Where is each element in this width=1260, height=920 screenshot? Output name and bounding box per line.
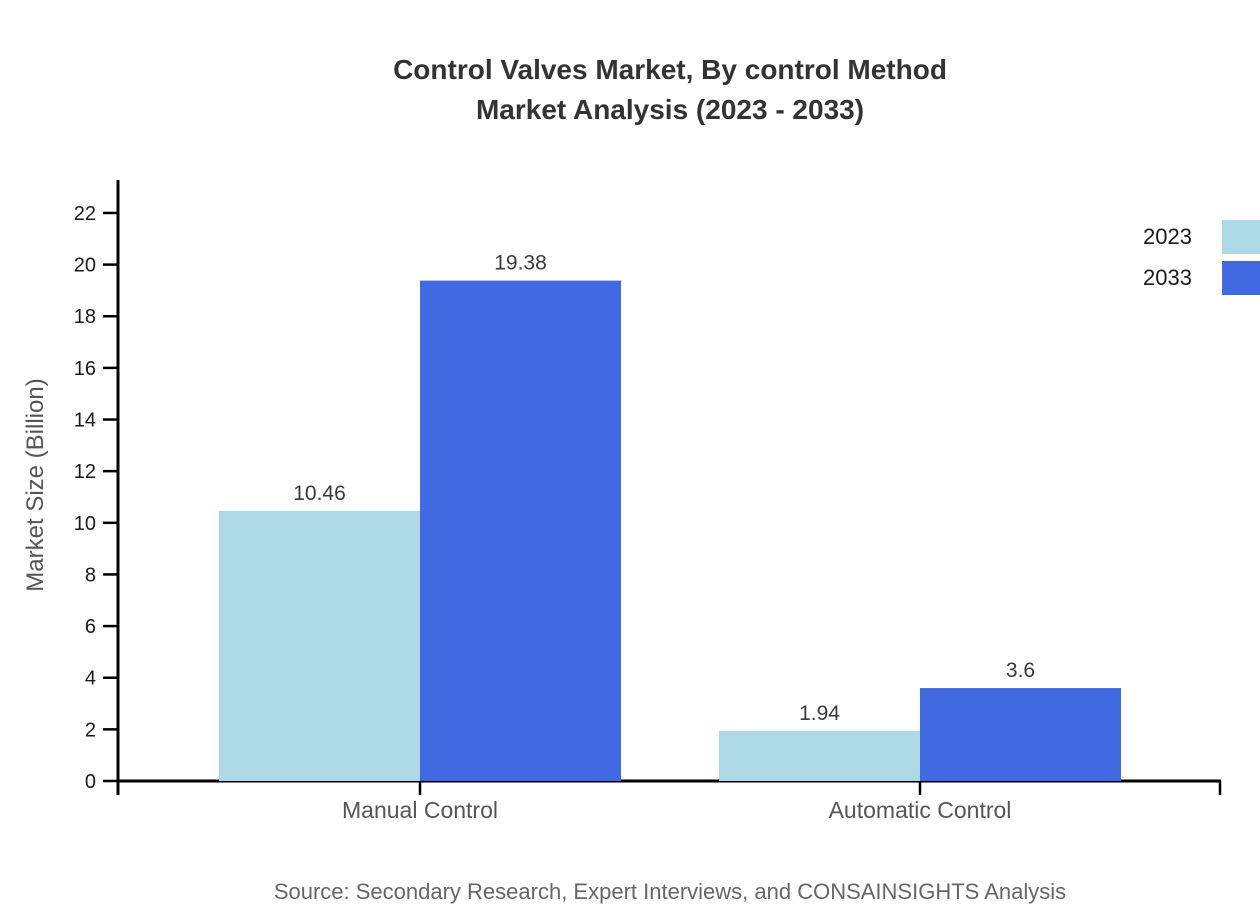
legend-row-2023: 2023 <box>1030 220 1260 254</box>
bar-2023-automatic-control <box>719 730 920 781</box>
y-tick-label: 8 <box>85 564 96 586</box>
y-tick-label: 10 <box>74 513 96 535</box>
bar-value-label: 3.6 <box>1006 659 1035 682</box>
y-tick-label: 16 <box>74 358 96 380</box>
y-tick-label: 22 <box>74 203 96 225</box>
legend-label-2033: 2033 <box>1143 265 1192 290</box>
chart-legend: 2023 2033 <box>1030 220 1260 302</box>
bar-2033-manual-control <box>420 280 621 781</box>
bar-value-label: 19.38 <box>494 252 547 275</box>
legend-swatch-2033 <box>1222 261 1260 295</box>
y-tick-label: 12 <box>74 461 96 483</box>
y-tick-label: 18 <box>74 306 96 328</box>
legend-row-2033: 2033 <box>1030 261 1260 295</box>
bar-2023-manual-control <box>219 510 420 781</box>
y-tick-label: 4 <box>85 668 96 690</box>
x-category-label: Automatic Control <box>829 797 1012 823</box>
chart-title-line-1: Control Valves Market, By control Method <box>393 54 947 85</box>
legend-swatch-2023 <box>1222 220 1260 254</box>
chart-title-line-2: Market Analysis (2023 - 2033) <box>475 94 865 125</box>
bar-value-label: 10.46 <box>293 482 346 505</box>
source-attribution: Source: Secondary Research, Expert Inter… <box>273 879 1067 904</box>
legend-label-2023: 2023 <box>1143 224 1192 249</box>
x-category-label: Manual Control <box>342 797 498 823</box>
chart-title: Control Valves Market, By control Method… <box>80 50 1260 130</box>
bar-2033-automatic-control <box>920 688 1121 781</box>
y-tick-label: 2 <box>85 719 96 741</box>
y-tick-label: 6 <box>85 616 96 638</box>
bar-value-label: 1.94 <box>799 702 840 725</box>
y-tick-label: 20 <box>74 255 96 277</box>
y-tick-label: 14 <box>74 410 96 432</box>
y-tick-label: 0 <box>85 771 96 793</box>
